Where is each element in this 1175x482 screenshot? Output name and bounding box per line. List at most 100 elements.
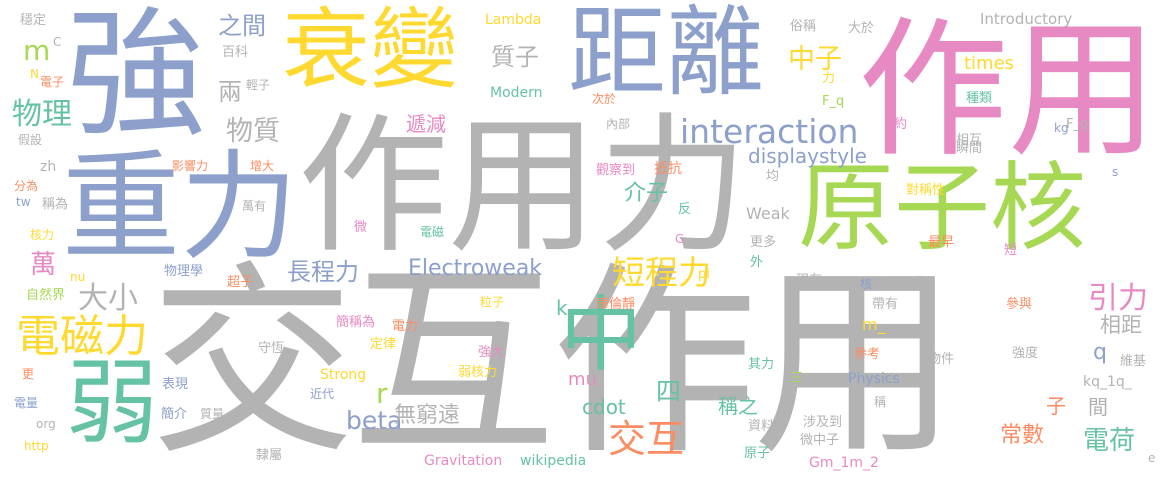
word: kg — [1054, 121, 1069, 135]
word: 僅 — [912, 276, 926, 291]
word: 外 — [750, 255, 764, 270]
word: 近代 — [310, 387, 335, 401]
word: 長程力 — [287, 258, 359, 286]
word: 中子 — [788, 44, 842, 75]
word: 內部 — [606, 117, 631, 131]
word: 微 — [354, 220, 368, 235]
word: 俗稱 — [790, 19, 817, 34]
word: 間 — [1088, 395, 1108, 419]
word: 強大 — [478, 345, 505, 360]
word: 瞬間 — [956, 141, 983, 156]
word: 反 — [678, 202, 692, 217]
word: 強 — [66, 0, 207, 157]
word: 參與 — [1006, 297, 1033, 312]
word: 介子 — [624, 181, 669, 206]
word: 更多 — [750, 235, 777, 250]
word: 次於 — [592, 92, 617, 106]
word: 電磁 — [420, 225, 445, 239]
word: 無窮遠 — [394, 403, 461, 428]
word: 短程力 — [612, 253, 711, 292]
word: 隸屬 — [256, 448, 283, 463]
word: 涉及到 — [803, 415, 843, 430]
word: 重力 — [62, 138, 299, 276]
word: 子 — [1046, 394, 1066, 418]
word: 其力 — [748, 357, 775, 372]
word: 作用力 — [298, 100, 749, 274]
word: 觀察到 — [596, 163, 636, 178]
word: 假設 — [18, 133, 43, 147]
word: 最早 — [928, 235, 955, 250]
word: r — [376, 377, 388, 410]
word: 質量 — [200, 407, 225, 421]
word: pi — [698, 267, 710, 282]
word: 遞減 — [406, 112, 446, 136]
word: 更 — [22, 367, 35, 381]
word: 質子 — [491, 43, 539, 71]
word: 核 — [860, 277, 873, 291]
word: 對稱性 — [906, 183, 946, 198]
word: 超子 — [227, 275, 254, 290]
word: 種類 — [966, 91, 993, 106]
word: 物理學 — [164, 264, 204, 279]
word: 四 — [656, 377, 682, 406]
word: 物理 — [12, 97, 72, 132]
word: 交互 — [608, 417, 685, 461]
word: 萬 — [30, 250, 57, 280]
word: F_q — [822, 94, 845, 109]
word: 現有 — [796, 273, 823, 288]
word: 物質 — [226, 116, 280, 147]
word: 輕子 — [246, 78, 271, 92]
word: 微中子 — [800, 433, 840, 448]
word: 參考 — [854, 347, 881, 362]
word: 增大 — [250, 159, 275, 173]
word: 稱 — [874, 395, 887, 409]
word: 弱 — [66, 350, 159, 457]
word: 物件 — [928, 352, 955, 367]
word: Strong — [320, 367, 367, 383]
word: 守恆 — [258, 341, 285, 356]
word: 相互 — [956, 133, 983, 148]
word: 均 — [766, 169, 780, 184]
word: 自然界 — [26, 288, 66, 303]
word: 交互作用 — [150, 245, 958, 482]
word: nu — [70, 270, 86, 284]
word: N — [30, 67, 39, 81]
word: 原子核 — [798, 152, 1086, 264]
word: 距離 — [568, 0, 765, 110]
word: G — [675, 232, 685, 246]
word: 電磁力 — [16, 311, 148, 362]
word: 核力 — [30, 228, 55, 242]
word: http — [24, 439, 49, 453]
word: 大於 — [848, 21, 875, 36]
word: Electroweak — [408, 256, 543, 281]
word: wikipedia — [520, 453, 587, 469]
word: 電力 — [392, 319, 419, 334]
word: Modern — [490, 85, 543, 101]
word: 粒子 — [480, 295, 505, 309]
word: Gm_1m_2 — [809, 455, 879, 471]
word: Physics — [848, 371, 900, 387]
word: tw — [16, 195, 31, 209]
word: 弱核力 — [458, 365, 498, 380]
word: Introductory — [980, 10, 1073, 28]
word: zh — [40, 159, 57, 175]
word: 稱為 — [42, 197, 69, 212]
word: 大小 — [78, 281, 138, 316]
word: 電荷 — [1083, 426, 1136, 456]
word: k — [556, 296, 568, 320]
word: 百科 — [222, 45, 249, 60]
word: Weak — [746, 204, 790, 223]
word: 影響力 — [172, 159, 209, 173]
word: displaystyle — [748, 144, 867, 168]
word: Lambda — [485, 12, 542, 28]
word: e — [1148, 451, 1156, 465]
word: 作用 — [858, 4, 1159, 178]
word: interaction — [680, 112, 859, 151]
word: 之間 — [218, 12, 266, 40]
word: 維基 — [1120, 354, 1147, 369]
word: q — [1093, 340, 1107, 365]
word: 分為 — [14, 179, 39, 193]
word: 萬有 — [242, 199, 267, 213]
word: 原子 — [744, 446, 771, 461]
